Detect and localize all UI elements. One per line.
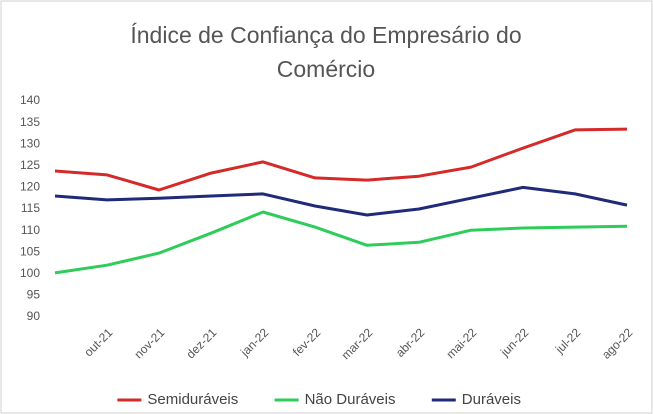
y-tick-label: 140 xyxy=(20,93,40,107)
y-tick-label: 130 xyxy=(20,136,40,150)
legend-label: Semiduráveis xyxy=(147,391,238,408)
x-tick-label: nov-21 xyxy=(132,325,168,361)
x-tick-label: out-21 xyxy=(81,325,115,359)
y-tick-label: 100 xyxy=(20,266,40,280)
y-tick-label: 125 xyxy=(20,158,40,172)
series-line xyxy=(54,185,628,217)
series-line xyxy=(54,210,628,275)
x-tick-label: jan-22 xyxy=(237,325,271,359)
legend-label: Não Duráveis xyxy=(305,391,396,408)
chart-title: Índice de Confiança do Empresário do Com… xyxy=(130,22,522,82)
x-tick-label: jun-22 xyxy=(497,325,531,359)
x-tick-label: mai-22 xyxy=(444,325,480,361)
y-tick-label: 110 xyxy=(21,223,40,237)
x-tick-label: mar-22 xyxy=(339,325,376,362)
legend-label: Duráveis xyxy=(462,391,521,408)
y-tick-label: 120 xyxy=(20,180,40,194)
y-tick-label: 135 xyxy=(20,115,40,129)
x-tick-label: abr-22 xyxy=(393,325,428,360)
y-tick-label: 95 xyxy=(27,288,41,302)
x-tick-label: fev-22 xyxy=(290,325,324,359)
series-line xyxy=(54,127,628,192)
y-tick-label: 115 xyxy=(21,201,40,215)
y-tick-label: 90 xyxy=(27,309,41,323)
x-tick-label: dez-21 xyxy=(184,325,220,361)
x-tick-label: ago-22 xyxy=(599,325,636,362)
y-tick-label: 105 xyxy=(20,244,40,258)
x-tick-label: jul-22 xyxy=(552,325,584,357)
